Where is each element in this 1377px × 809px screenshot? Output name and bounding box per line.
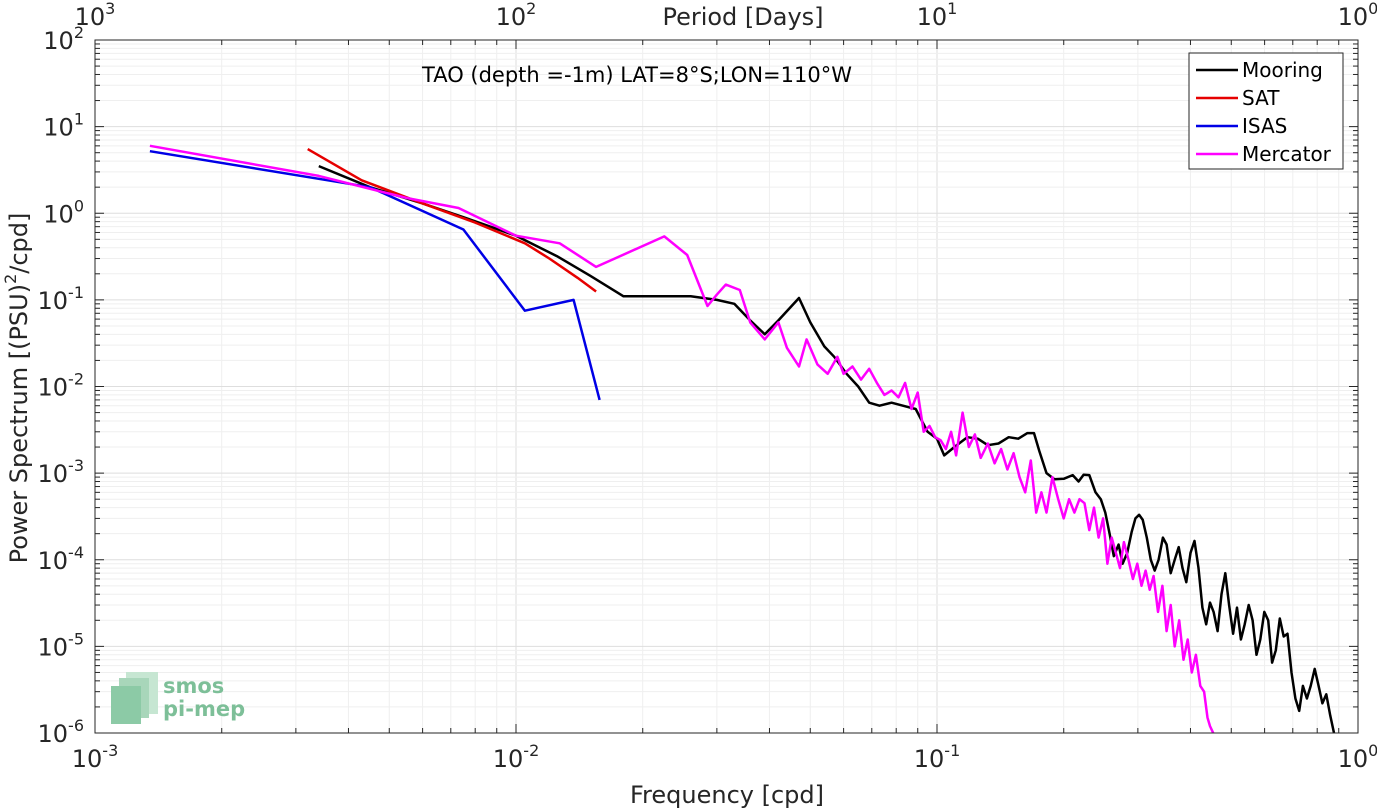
x-tick-label: 10-3 xyxy=(72,741,119,773)
y-tick-label: 10-4 xyxy=(38,543,85,575)
legend-label-mercator: Mercator xyxy=(1242,142,1332,166)
top-tick-label: 103 xyxy=(75,0,116,31)
series-line-mercator xyxy=(149,144,1215,734)
legend-label-sat: SAT xyxy=(1242,86,1280,110)
y-axis-label: Power Spectrum [(PSU)2/cpd] xyxy=(1,213,33,564)
legend-label-isas: ISAS xyxy=(1242,114,1287,138)
top-tick-label: 100 xyxy=(1338,0,1377,31)
chart-title: TAO (depth =-1m) LAT=8°S;LON=110°W xyxy=(421,63,852,87)
y-tick-label: 10-1 xyxy=(38,283,85,315)
logo-text-pi-mep: pi-mep xyxy=(163,697,245,721)
y-tick-label: 102 xyxy=(43,23,84,55)
grid-layer xyxy=(94,40,1358,734)
logo-stack-front xyxy=(111,686,141,724)
legend-box xyxy=(1188,52,1344,170)
series-line-isas xyxy=(149,149,601,401)
top-tick-label: 101 xyxy=(917,0,958,31)
x-tick-label: 10-1 xyxy=(914,741,961,773)
logo-text-smos: smos xyxy=(163,674,224,698)
smos-pi-mep-logo: smos pi-mep xyxy=(111,672,245,724)
x-axis-label: Frequency [cpd] xyxy=(630,781,824,809)
top-tick-label: 102 xyxy=(496,0,537,31)
legend: Mooring SAT ISAS Mercator xyxy=(1188,52,1344,170)
y-tick-label: 10-6 xyxy=(38,716,85,748)
y-tick-label: 100 xyxy=(43,196,84,228)
y-tick-label: 10-5 xyxy=(38,629,85,661)
series-layer xyxy=(149,144,1336,734)
legend-label-mooring: Mooring xyxy=(1242,58,1323,82)
x-tick-label: 10-2 xyxy=(493,741,540,773)
y-tick-label: 10-3 xyxy=(38,456,85,488)
top-axis-label: Period [Days] xyxy=(662,3,823,31)
series-line-sat xyxy=(307,148,597,293)
y-tick-label: 101 xyxy=(43,110,84,142)
x-tick-label: 100 xyxy=(1338,741,1377,773)
y-tick-label: 10-2 xyxy=(38,370,85,402)
